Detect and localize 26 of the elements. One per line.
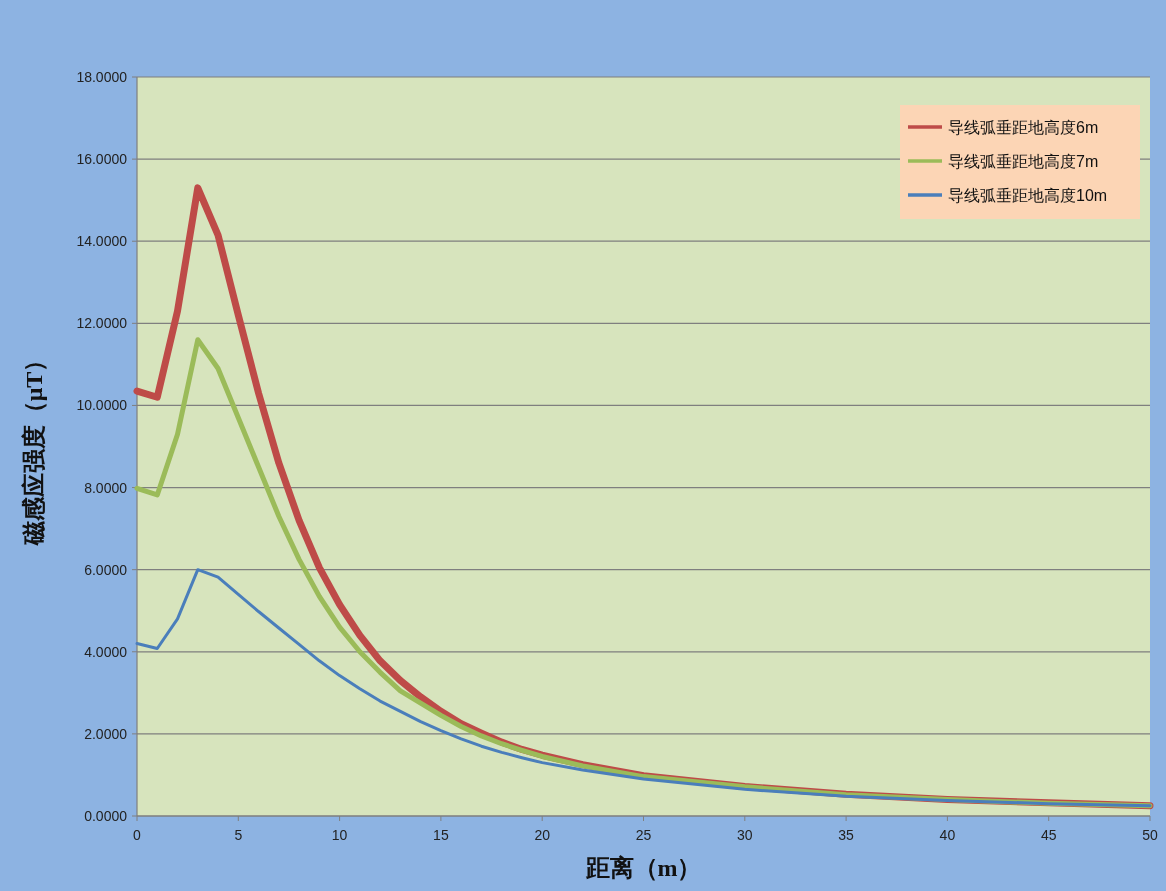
y-tick-label: 4.0000 — [84, 643, 128, 660]
x-tick-label: 15 — [433, 827, 449, 843]
x-tick-label: 5 — [234, 827, 243, 843]
y-tick-label: 16.0000 — [76, 151, 128, 168]
legend-label: 导线弧垂距地高度10m — [948, 187, 1108, 204]
y-tick-label: 6.0000 — [84, 561, 128, 578]
x-tick-label: 10 — [331, 827, 348, 843]
legend-label: 导线弧垂距地高度7m — [948, 153, 1099, 170]
x-tick-label: 25 — [635, 827, 652, 843]
x-tick-label: 45 — [1040, 827, 1057, 843]
y-tick-label: 8.0000 — [84, 479, 128, 496]
x-tick-label: 30 — [737, 827, 753, 843]
legend-label: 导线弧垂距地高度6m — [948, 119, 1099, 136]
y-tick-label: 12.0000 — [76, 315, 128, 332]
x-tick-label: 50 — [1142, 827, 1158, 843]
y-tick-label: 2.0000 — [84, 725, 128, 742]
x-tick-label: 40 — [939, 827, 956, 843]
x-tick-label: 0 — [133, 827, 142, 843]
x-tick-label: 20 — [534, 827, 551, 843]
y-tick-label: 10.0000 — [76, 397, 128, 414]
y-tick-label: 14.0000 — [76, 233, 128, 250]
y-tick-label: 0.0000 — [84, 808, 128, 824]
y-tick-label: 18.0000 — [76, 69, 128, 85]
y-axis-title: 磁感应强度（μT） — [21, 347, 47, 547]
x-axis-title: 距离（m） — [584, 855, 702, 881]
x-tick-label: 35 — [838, 827, 855, 843]
